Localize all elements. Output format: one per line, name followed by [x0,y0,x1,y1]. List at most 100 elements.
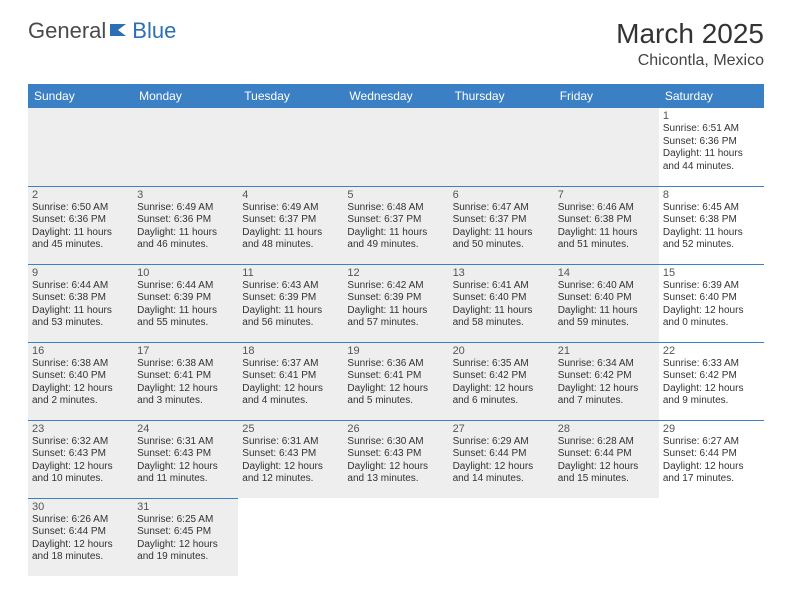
calendar-cell: 24Sunrise: 6:31 AMSunset: 6:43 PMDayligh… [133,420,238,498]
calendar-week-row: 30Sunrise: 6:26 AMSunset: 6:44 PMDayligh… [28,498,764,576]
sunrise-text: Sunrise: 6:38 AM [32,358,129,371]
calendar-cell-empty [343,108,448,186]
day-number: 12 [347,267,444,279]
daylight-text: Daylight: 12 hours and 7 minutes. [558,383,655,408]
day-number: 10 [137,267,234,279]
calendar-cell: 18Sunrise: 6:37 AMSunset: 6:41 PMDayligh… [238,342,343,420]
daylight-text: Daylight: 12 hours and 12 minutes. [242,461,339,486]
sunset-text: Sunset: 6:36 PM [663,136,760,149]
calendar-cell: 14Sunrise: 6:40 AMSunset: 6:40 PMDayligh… [554,264,659,342]
calendar-cell-empty [238,498,343,576]
sunrise-text: Sunrise: 6:37 AM [242,358,339,371]
day-header-sunday: Sunday [28,84,133,108]
sunset-text: Sunset: 6:36 PM [32,214,129,227]
calendar-cell: 25Sunrise: 6:31 AMSunset: 6:43 PMDayligh… [238,420,343,498]
sunrise-text: Sunrise: 6:50 AM [32,202,129,215]
daylight-text: Daylight: 11 hours and 53 minutes. [32,305,129,330]
sunset-text: Sunset: 6:45 PM [137,526,234,539]
calendar-cell: 21Sunrise: 6:34 AMSunset: 6:42 PMDayligh… [554,342,659,420]
calendar-cell-empty [554,108,659,186]
sunrise-text: Sunrise: 6:30 AM [347,436,444,449]
sunrise-text: Sunrise: 6:34 AM [558,358,655,371]
daylight-text: Daylight: 12 hours and 15 minutes. [558,461,655,486]
calendar-cell-empty [449,498,554,576]
sunset-text: Sunset: 6:43 PM [137,448,234,461]
day-header-thursday: Thursday [449,84,554,108]
sunrise-text: Sunrise: 6:29 AM [453,436,550,449]
daylight-text: Daylight: 11 hours and 48 minutes. [242,227,339,252]
sunset-text: Sunset: 6:42 PM [558,370,655,383]
sunset-text: Sunset: 6:42 PM [453,370,550,383]
location-label: Chicontla, Mexico [616,52,764,70]
day-number: 22 [663,345,760,357]
day-number: 4 [242,189,339,201]
calendar-cell: 28Sunrise: 6:28 AMSunset: 6:44 PMDayligh… [554,420,659,498]
daylight-text: Daylight: 12 hours and 19 minutes. [137,539,234,564]
daylight-text: Daylight: 12 hours and 4 minutes. [242,383,339,408]
calendar-cell: 31Sunrise: 6:25 AMSunset: 6:45 PMDayligh… [133,498,238,576]
sunrise-text: Sunrise: 6:43 AM [242,280,339,293]
sunrise-text: Sunrise: 6:40 AM [558,280,655,293]
calendar-week-row: 9Sunrise: 6:44 AMSunset: 6:38 PMDaylight… [28,264,764,342]
calendar-cell: 4Sunrise: 6:49 AMSunset: 6:37 PMDaylight… [238,186,343,264]
daylight-text: Daylight: 12 hours and 5 minutes. [347,383,444,408]
sunset-text: Sunset: 6:38 PM [663,214,760,227]
calendar-cell: 2Sunrise: 6:50 AMSunset: 6:36 PMDaylight… [28,186,133,264]
daylight-text: Daylight: 11 hours and 55 minutes. [137,305,234,330]
sunset-text: Sunset: 6:44 PM [32,526,129,539]
day-number: 5 [347,189,444,201]
day-number: 3 [137,189,234,201]
day-number: 18 [242,345,339,357]
daylight-text: Daylight: 12 hours and 0 minutes. [663,305,760,330]
sunset-text: Sunset: 6:41 PM [347,370,444,383]
sunrise-text: Sunrise: 6:39 AM [663,280,760,293]
day-number: 17 [137,345,234,357]
calendar-cell: 23Sunrise: 6:32 AMSunset: 6:43 PMDayligh… [28,420,133,498]
daylight-text: Daylight: 11 hours and 56 minutes. [242,305,339,330]
sunrise-text: Sunrise: 6:38 AM [137,358,234,371]
daylight-text: Daylight: 12 hours and 11 minutes. [137,461,234,486]
sunset-text: Sunset: 6:39 PM [137,292,234,305]
daylight-text: Daylight: 11 hours and 51 minutes. [558,227,655,252]
daylight-text: Daylight: 12 hours and 17 minutes. [663,461,760,486]
sunset-text: Sunset: 6:38 PM [558,214,655,227]
daylight-text: Daylight: 11 hours and 45 minutes. [32,227,129,252]
logo-text-blue: Blue [132,18,176,44]
sunrise-text: Sunrise: 6:25 AM [137,514,234,527]
sunset-text: Sunset: 6:41 PM [242,370,339,383]
sunset-text: Sunset: 6:36 PM [137,214,234,227]
logo-text-general: General [28,18,106,44]
calendar-week-row: 23Sunrise: 6:32 AMSunset: 6:43 PMDayligh… [28,420,764,498]
day-number: 24 [137,423,234,435]
sunrise-text: Sunrise: 6:28 AM [558,436,655,449]
day-number: 8 [663,189,760,201]
sunrise-text: Sunrise: 6:51 AM [663,123,760,136]
daylight-text: Daylight: 12 hours and 2 minutes. [32,383,129,408]
sunrise-text: Sunrise: 6:49 AM [242,202,339,215]
daylight-text: Daylight: 12 hours and 14 minutes. [453,461,550,486]
sunrise-text: Sunrise: 6:44 AM [137,280,234,293]
calendar-week-row: 2Sunrise: 6:50 AMSunset: 6:36 PMDaylight… [28,186,764,264]
sunset-text: Sunset: 6:37 PM [347,214,444,227]
calendar-cell: 20Sunrise: 6:35 AMSunset: 6:42 PMDayligh… [449,342,554,420]
calendar-cell: 30Sunrise: 6:26 AMSunset: 6:44 PMDayligh… [28,498,133,576]
calendar-cell: 19Sunrise: 6:36 AMSunset: 6:41 PMDayligh… [343,342,448,420]
daylight-text: Daylight: 11 hours and 57 minutes. [347,305,444,330]
daylight-text: Daylight: 11 hours and 49 minutes. [347,227,444,252]
calendar-cell: 5Sunrise: 6:48 AMSunset: 6:37 PMDaylight… [343,186,448,264]
day-number: 6 [453,189,550,201]
day-number: 25 [242,423,339,435]
sunset-text: Sunset: 6:40 PM [32,370,129,383]
calendar-cell: 12Sunrise: 6:42 AMSunset: 6:39 PMDayligh… [343,264,448,342]
day-number: 16 [32,345,129,357]
calendar-cell-empty [133,108,238,186]
sunrise-text: Sunrise: 6:44 AM [32,280,129,293]
calendar-cell: 22Sunrise: 6:33 AMSunset: 6:42 PMDayligh… [659,342,764,420]
day-number: 19 [347,345,444,357]
day-number: 27 [453,423,550,435]
logo-flag-icon [110,22,130,43]
sunset-text: Sunset: 6:42 PM [663,370,760,383]
calendar-cell: 29Sunrise: 6:27 AMSunset: 6:44 PMDayligh… [659,420,764,498]
day-number: 15 [663,267,760,279]
calendar-cell: 3Sunrise: 6:49 AMSunset: 6:36 PMDaylight… [133,186,238,264]
